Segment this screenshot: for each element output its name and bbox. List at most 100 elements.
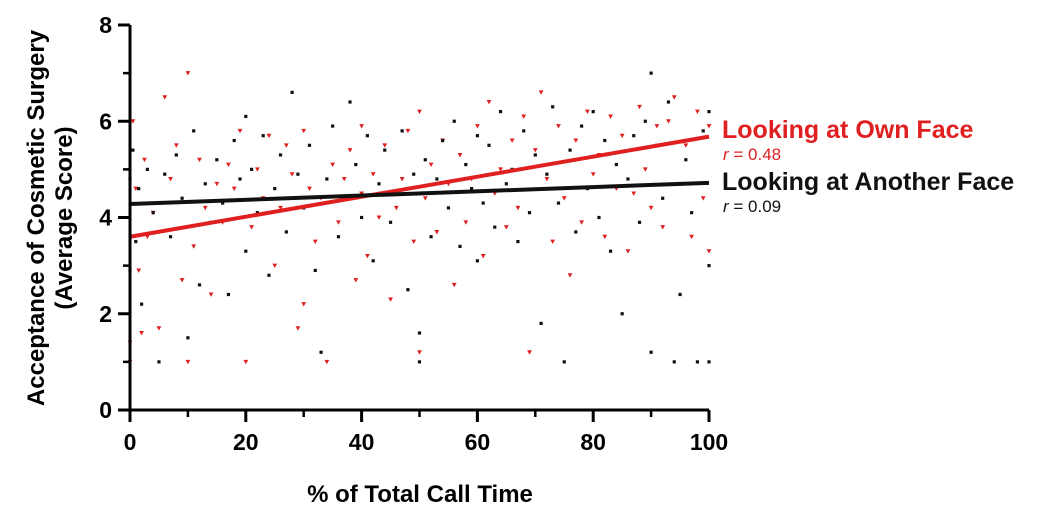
data-point-series-2 (131, 148, 135, 152)
x-tick-label: 40 (349, 429, 375, 455)
data-point-series-2 (139, 302, 144, 306)
fit-lines (129, 134, 710, 239)
data-point-series-1 (364, 254, 370, 259)
data-point-series-1 (226, 162, 231, 167)
data-point-series-2 (498, 110, 503, 114)
x-tick-label: 20 (233, 429, 259, 455)
data-point-series-2 (458, 244, 462, 248)
data-point-series-2 (493, 225, 497, 229)
data-point-series-1 (130, 119, 136, 124)
data-point-series-1 (330, 162, 336, 167)
data-point-series-2 (406, 288, 410, 292)
data-point-series-2 (562, 360, 566, 364)
x-tick-label: 80 (580, 429, 606, 455)
data-point-series-1 (475, 124, 480, 129)
data-point-series-1 (324, 359, 330, 365)
data-point-series-1 (156, 326, 162, 331)
data-point-series-2 (249, 167, 254, 171)
data-point-series-2 (197, 283, 202, 287)
data-point-series-1 (451, 282, 457, 288)
data-point-series-1 (411, 239, 417, 244)
data-point-series-1 (336, 220, 341, 225)
data-point-series-1 (486, 100, 492, 105)
legend-label-series-2: Looking at Another Face (722, 168, 1014, 196)
data-point-series-1 (168, 177, 173, 182)
data-point-series-1 (428, 162, 434, 167)
data-point-series-1 (463, 220, 469, 225)
data-point-series-2 (614, 162, 618, 167)
data-point-series-2 (186, 336, 190, 340)
data-point-series-1 (237, 128, 243, 134)
data-point-series-1 (515, 205, 521, 211)
data-point-series-2 (475, 259, 479, 263)
data-point-series-1 (642, 167, 648, 172)
data-point-series-2 (331, 124, 335, 128)
data-point-series-1 (202, 205, 208, 211)
data-point-series-2 (452, 119, 456, 123)
data-point-series-2 (580, 124, 584, 128)
data-point-series-2 (435, 177, 439, 181)
data-point-series-1 (353, 278, 359, 283)
data-point-series-2 (626, 177, 630, 181)
data-point-series-1 (619, 133, 625, 139)
data-point-series-2 (684, 158, 688, 162)
data-point-series-2 (174, 153, 178, 157)
data-point-series-1 (585, 109, 590, 115)
data-point-series-1 (637, 104, 642, 110)
data-point-series-2 (290, 90, 294, 94)
data-point-series-2 (296, 172, 300, 176)
data-point-series-2 (221, 201, 225, 205)
data-point-series-2 (603, 138, 607, 143)
data-point-series-1 (197, 157, 202, 163)
data-point-series-1 (254, 167, 260, 172)
data-point-series-1 (173, 143, 179, 148)
data-point-series-1 (700, 196, 706, 201)
data-point-series-1 (136, 268, 142, 273)
data-point-series-2 (412, 172, 416, 176)
data-point-series-1 (243, 359, 249, 365)
data-point-series-1 (301, 302, 307, 307)
data-point-series-2 (151, 211, 155, 215)
data-point-series-1 (301, 128, 307, 134)
data-point-series-2 (226, 292, 231, 297)
data-point-series-2 (137, 187, 141, 191)
data-point-series-1 (706, 249, 712, 254)
data-point-series-2 (429, 235, 433, 239)
x-tick-label: 0 (124, 429, 137, 455)
data-point-series-1 (666, 119, 671, 124)
x-axis-title: % of Total Call Time (307, 481, 533, 508)
data-point-series-2 (678, 292, 682, 297)
data-point-series-1 (498, 167, 503, 172)
data-point-series-2 (278, 153, 283, 157)
data-point-series-1 (521, 114, 527, 119)
y-tick-label: 4 (99, 205, 112, 231)
data-point-series-1 (185, 71, 191, 76)
data-point-series-1 (509, 138, 515, 143)
data-point-series-2 (672, 360, 676, 364)
data-point-series-1 (480, 254, 486, 259)
data-point-series-2 (637, 220, 642, 224)
data-point-series-2 (203, 182, 207, 186)
legend-label-series-1: Looking at Own Face (722, 116, 974, 144)
data-point-series-1 (347, 148, 353, 153)
data-point-series-2 (556, 201, 561, 205)
data-point-series-2 (649, 350, 653, 354)
data-point-series-2 (661, 196, 665, 200)
data-point-series-1 (307, 186, 312, 192)
data-point-series-2 (267, 273, 271, 277)
data-point-series-2 (348, 100, 352, 104)
data-point-series-1 (648, 205, 654, 211)
data-point-series-2 (533, 153, 537, 157)
data-point-series-1 (133, 186, 139, 192)
data-point-series-2 (568, 148, 572, 152)
data-point-series-1 (266, 133, 272, 139)
data-point-series-2 (574, 230, 578, 234)
data-point-series-2 (284, 230, 288, 234)
data-point-series-2 (354, 162, 358, 167)
data-point-series-1 (191, 244, 197, 249)
data-point-series-1 (561, 196, 567, 201)
data-point-series-2 (666, 100, 671, 104)
data-point-series-2 (134, 239, 138, 244)
data-point-series-1 (283, 143, 289, 148)
data-point-series-1 (142, 157, 147, 163)
